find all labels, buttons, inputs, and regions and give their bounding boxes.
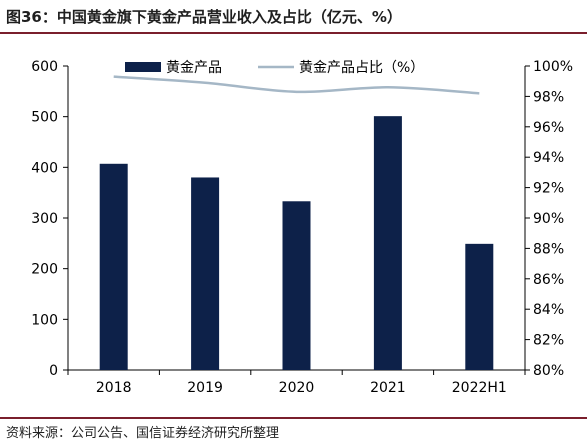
- bar-2018: [99, 163, 128, 370]
- x-tick-label: 2020: [279, 380, 315, 396]
- y-right-tick-label: 90%: [533, 211, 564, 227]
- x-tick-label: 2022H1: [452, 380, 507, 396]
- y-right-tick-label: 88%: [533, 241, 564, 257]
- x-tick-label: 2018: [96, 380, 132, 396]
- legend-label-line: 黄金产品占比（%）: [299, 59, 424, 76]
- source-note: 资料来源：公司公告、国信证券经济研究所整理: [6, 426, 280, 441]
- y-left-tick-label: 500: [31, 110, 58, 126]
- bar-2020: [282, 201, 311, 370]
- x-tick-label: 2021: [370, 380, 406, 396]
- y-left-tick-label: 400: [31, 160, 58, 176]
- y-right-tick-label: 82%: [533, 333, 564, 349]
- chart-title: 图36：中国黄金旗下黄金产品营业收入及占比（亿元、%）: [6, 8, 402, 26]
- y-right-tick-label: 96%: [533, 120, 564, 136]
- line-share-series: [113, 75, 480, 95]
- y-right-tick-label: 84%: [533, 302, 564, 318]
- y-left-tick-label: 300: [31, 211, 58, 227]
- y-left-tick-label: 600: [31, 59, 58, 75]
- legend-swatch-bar: [125, 62, 161, 72]
- bar-2019: [191, 177, 220, 370]
- bar-2022H1: [465, 243, 494, 370]
- y-right-tick-label: 94%: [533, 150, 564, 166]
- x-tick-label: 2019: [187, 380, 223, 396]
- bar-2021: [373, 116, 402, 370]
- y-right-tick-label: 98%: [533, 89, 564, 105]
- y-right-tick-label: 80%: [533, 363, 564, 379]
- y-right-tick-label: 86%: [533, 272, 564, 288]
- y-right-tick-label: 100%: [533, 59, 573, 75]
- y-left-tick-label: 100: [31, 312, 58, 328]
- legend-label-bar: 黄金产品: [166, 59, 222, 76]
- title-rule: [0, 32, 587, 34]
- source-rule: [0, 417, 587, 419]
- y-right-tick-label: 92%: [533, 181, 564, 197]
- y-left-tick-label: 0: [49, 363, 58, 379]
- y-left-tick-label: 200: [31, 262, 58, 278]
